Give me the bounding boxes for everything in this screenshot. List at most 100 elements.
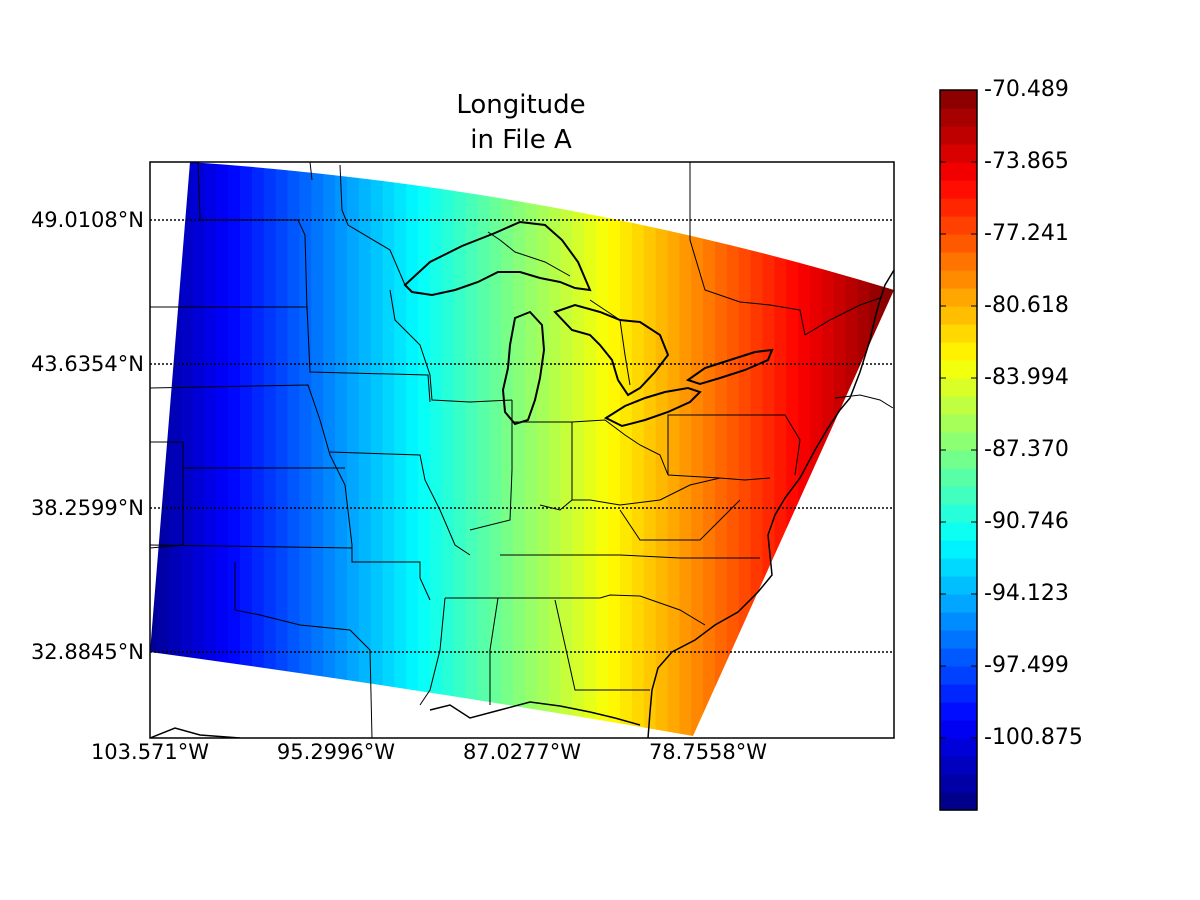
- colorbar-segment: [940, 774, 977, 793]
- longitude-band: [370, 162, 384, 738]
- longitude-band: [323, 162, 336, 738]
- state-border: [419, 597, 446, 706]
- longitude-band: [513, 162, 527, 738]
- colorbar-segment: [940, 540, 977, 559]
- colorbar-segment: [940, 684, 977, 703]
- colorbar-segment: [940, 360, 977, 379]
- state-border: [689, 162, 806, 336]
- longitude-band: [429, 162, 443, 738]
- colorbar-segment: [940, 342, 977, 361]
- state-border: [150, 544, 431, 601]
- state-border: [150, 441, 184, 549]
- lat-tick-label: 32.8845°N: [30, 640, 144, 664]
- state-border: [804, 297, 881, 336]
- longitude-band: [418, 162, 431, 738]
- longitude-band: [572, 162, 586, 738]
- longitude-band: [216, 162, 230, 738]
- state-border: [489, 597, 499, 705]
- colorbar-segment: [940, 468, 977, 487]
- state-border: [150, 306, 431, 403]
- longitude-band: [287, 162, 301, 738]
- longitude-band: [275, 162, 289, 738]
- colorbar-segment: [940, 504, 977, 523]
- colorbar-segment: [940, 108, 977, 127]
- lat-tick-label: 49.0108°N: [30, 208, 144, 232]
- longitude-band: [382, 162, 396, 738]
- longitude-band: [703, 162, 717, 738]
- lon-tick-label: 95.2996°W: [276, 740, 396, 764]
- state-border: [667, 474, 771, 481]
- state-border: [234, 562, 373, 738]
- longitude-band: [251, 162, 265, 738]
- colorbar-segment: [940, 162, 977, 181]
- state-border: [389, 289, 513, 403]
- longitude-band: [228, 162, 241, 738]
- state-border: [571, 414, 801, 476]
- state-border: [150, 384, 353, 560]
- longitude-band: [441, 162, 455, 738]
- longitude-band: [358, 162, 372, 738]
- colorbar-segment: [940, 738, 977, 757]
- longitude-band: [453, 162, 467, 738]
- colorbar-segment: [940, 180, 977, 199]
- state-border: [309, 162, 313, 181]
- longitude-band: [299, 162, 313, 738]
- colorbar-segment: [940, 486, 977, 505]
- state-border: [329, 451, 471, 556]
- map-panel: [150, 162, 894, 738]
- longitude-band: [726, 162, 740, 738]
- state-border: [554, 599, 650, 691]
- longitude-band: [489, 162, 503, 738]
- longitude-band: [667, 162, 681, 738]
- colorbar-segment: [940, 306, 977, 325]
- longitude-band: [334, 162, 348, 738]
- colorbar-segment: [940, 648, 977, 667]
- lake-erie: [603, 386, 702, 428]
- domain-mask-top: [150, 162, 894, 290]
- colorbar-segment: [940, 756, 977, 775]
- longitude-band: [691, 162, 705, 738]
- longitude-band: [180, 162, 194, 738]
- lat-tick-label: 38.2599°N: [30, 496, 144, 520]
- state-border: [572, 477, 721, 506]
- colorbar-tick-label: -73.865: [984, 148, 1069, 174]
- colorbar-segment: [940, 270, 977, 289]
- colorbar-tick-label: -94.123: [984, 581, 1069, 606]
- longitude-band: [631, 162, 645, 738]
- colorbar-segment: [940, 234, 977, 253]
- colorbar-segment: [940, 396, 977, 415]
- lat-tick-label: 43.6354°N: [30, 351, 144, 376]
- state-border: [619, 499, 741, 541]
- lake-michigan: [501, 310, 546, 426]
- colorbar-segment: [940, 522, 977, 541]
- longitude-band: [596, 162, 610, 738]
- colorbar-segment: [940, 702, 977, 721]
- colorbar-segment: [940, 576, 977, 595]
- longitude-band: [715, 162, 728, 738]
- colorbar-segment: [940, 144, 977, 163]
- longitude-band: [501, 162, 515, 738]
- longitude-band: [536, 162, 550, 738]
- colorbar-segment: [940, 288, 977, 307]
- colorbar-segment: [940, 630, 977, 649]
- longitude-band: [311, 162, 325, 738]
- longitude-band: [346, 162, 360, 738]
- longitude-band: [679, 162, 693, 738]
- map-title-line-2: in File A: [470, 125, 572, 155]
- domain-mask-left: [150, 162, 190, 652]
- colorbar-tick-label: -80.618: [984, 293, 1069, 318]
- longitude-band: [548, 162, 562, 738]
- colorbar: [940, 90, 977, 811]
- longitude-band: [394, 162, 408, 738]
- longitude-band: [465, 162, 479, 738]
- longitude-band: [525, 162, 538, 738]
- colorbar-segment: [940, 216, 977, 235]
- domain-mask-bottom: [150, 652, 693, 738]
- state-border: [834, 394, 894, 409]
- gulf-coast: [150, 701, 641, 738]
- colorbar-tick-label: -87.370: [984, 437, 1069, 462]
- colorbar-segment: [940, 792, 977, 811]
- colorbar-tick-label: -70.489: [984, 77, 1069, 102]
- colorbar-tick-label: -77.241: [984, 220, 1069, 246]
